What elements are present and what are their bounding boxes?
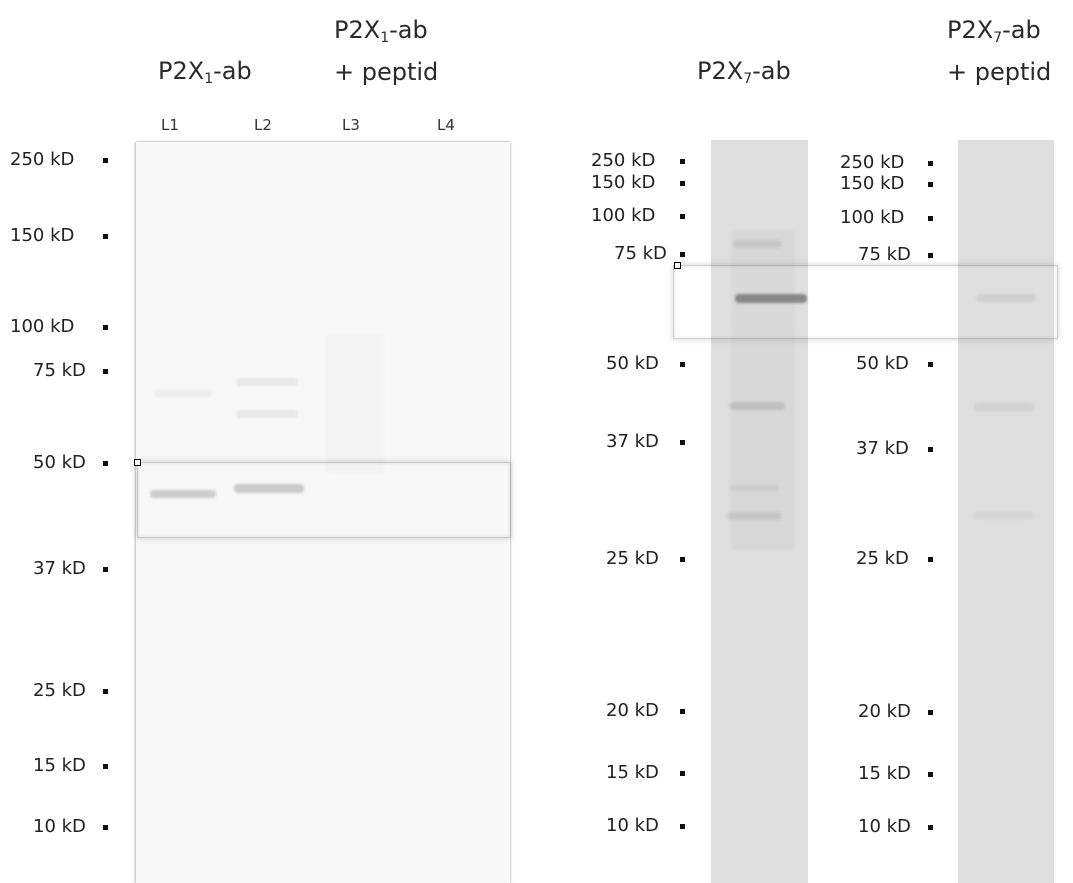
marker-label: 10 kD [606,815,659,836]
marker-tick [103,567,108,572]
highlight-box [137,462,511,538]
panel1-header-ab-peptid: P2X1-ab + peptid [334,16,439,86]
marker-label: 75 kD [858,244,911,265]
marker-tick [928,825,933,830]
marker-label: 10 kD [858,816,911,837]
panel2-header-ab-peptid: P2X7-ab + peptid [947,16,1052,86]
marker-label: 250 kD [10,149,75,170]
marker-tick [103,764,108,769]
marker-tick [680,252,685,257]
marker-tick [680,159,685,164]
marker-tick [680,709,685,714]
marker-tick [103,158,108,163]
marker-label: 37 kD [606,431,659,452]
band [735,294,807,303]
panel2-header-ab: P2X7-ab [697,57,791,87]
marker-tick [928,216,933,221]
marker-label: 10 kD [33,816,86,837]
marker-tick [680,771,685,776]
marker-tick [680,824,685,829]
lane-label-l2: L2 [254,116,272,134]
marker-label: 250 kD [840,152,905,173]
marker-label: 25 kD [606,548,659,569]
band [234,484,304,493]
band [236,410,298,418]
marker-tick [680,181,685,186]
marker-tick [103,461,108,466]
marker-label: 25 kD [856,548,909,569]
marker-label: 15 kD [606,762,659,783]
marker-label: 20 kD [858,701,911,722]
band [150,490,216,498]
marker-label: 37 kD [33,558,86,579]
marker-tick [103,234,108,239]
marker-tick [103,825,108,830]
marker-label: 150 kD [591,172,656,193]
marker-tick [928,161,933,166]
marker-tick [103,325,108,330]
lane-label-l4: L4 [437,116,455,134]
band [326,334,384,474]
band [729,485,779,491]
blot-strip-ab [711,140,808,883]
selection-marker [674,262,681,269]
band [974,403,1034,411]
selection-marker [134,459,141,466]
marker-label: 100 kD [10,316,75,337]
marker-tick [928,447,933,452]
band [729,402,785,410]
marker-label: 50 kD [856,353,909,374]
blot-panel-1 [136,142,510,883]
band [154,390,212,397]
marker-label: 75 kD [614,243,667,264]
marker-label: 75 kD [33,360,86,381]
panel1-header-ab: P2X1-ab [158,57,252,87]
marker-tick [928,557,933,562]
marker-tick [928,182,933,187]
marker-tick [928,253,933,258]
marker-tick [680,440,685,445]
band [731,230,795,550]
marker-label: 50 kD [33,452,86,473]
marker-label: 100 kD [840,207,905,228]
marker-label: 150 kD [840,173,905,194]
marker-label: 150 kD [10,225,75,246]
band [976,294,1036,302]
band [733,240,781,248]
marker-tick [680,214,685,219]
band [974,512,1034,519]
marker-tick [928,772,933,777]
marker-label: 50 kD [606,353,659,374]
band [727,512,781,520]
marker-tick [680,557,685,562]
marker-tick [928,710,933,715]
marker-label: 15 kD [33,755,86,776]
highlight-box [673,265,1058,339]
marker-label: 100 kD [591,205,656,226]
marker-tick [928,362,933,367]
marker-label: 250 kD [591,150,656,171]
lane-label-l1: L1 [161,116,179,134]
band [236,378,298,386]
marker-label: 37 kD [856,438,909,459]
marker-label: 15 kD [858,763,911,784]
marker-tick [103,369,108,374]
marker-label: 20 kD [606,700,659,721]
lane-label-l3: L3 [342,116,360,134]
marker-label: 25 kD [33,680,86,701]
marker-tick [680,362,685,367]
marker-tick [103,689,108,694]
blot-strip-ab-peptid [958,140,1054,883]
